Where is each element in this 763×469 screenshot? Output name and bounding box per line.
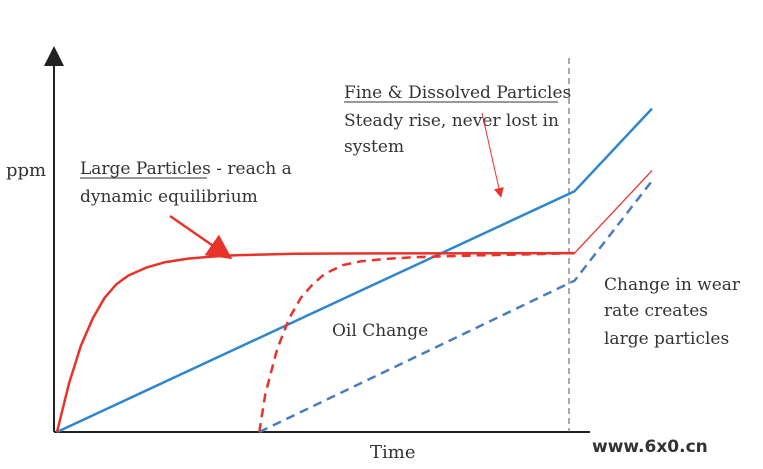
- series-line-large-particles-wear-rate-change: [574, 170, 653, 254]
- series-line-fine-dissolved-particles: [56, 107, 653, 434]
- wear-rate-line3: large particles: [604, 329, 729, 349]
- large-particles-title: Large Particles: [80, 159, 211, 179]
- y-axis-label: ppm: [6, 160, 46, 181]
- watermark: www.6x0.cn: [592, 437, 708, 457]
- oil-change-label: Oil Change: [332, 321, 428, 341]
- series-line-large-particles-after-oil-change: [258, 251, 575, 433]
- large-particles-line2: dynamic equilibrium: [80, 187, 258, 207]
- series-line-fine-particles-after-oil-change: [258, 180, 653, 434]
- wear-rate-line1: Change in wear: [604, 275, 741, 295]
- wear-rate-line2: rate creates: [604, 301, 708, 321]
- large-particles-rest: - reach a: [211, 159, 292, 179]
- fine-particles-title: Fine & Dissolved Particles: [344, 83, 571, 103]
- fine-particles-line1: Steady rise, never lost in: [344, 111, 559, 131]
- fine-particles-pointer: [481, 112, 504, 198]
- x-axis-label: Time: [370, 442, 415, 463]
- large-particles-label: Large Particles - reach a: [80, 159, 292, 179]
- series-layer: [55, 107, 653, 434]
- series-line-large-particles: [55, 251, 575, 433]
- fine-particles-line2: system: [344, 137, 404, 157]
- large-particles-pointer: [169, 214, 233, 260]
